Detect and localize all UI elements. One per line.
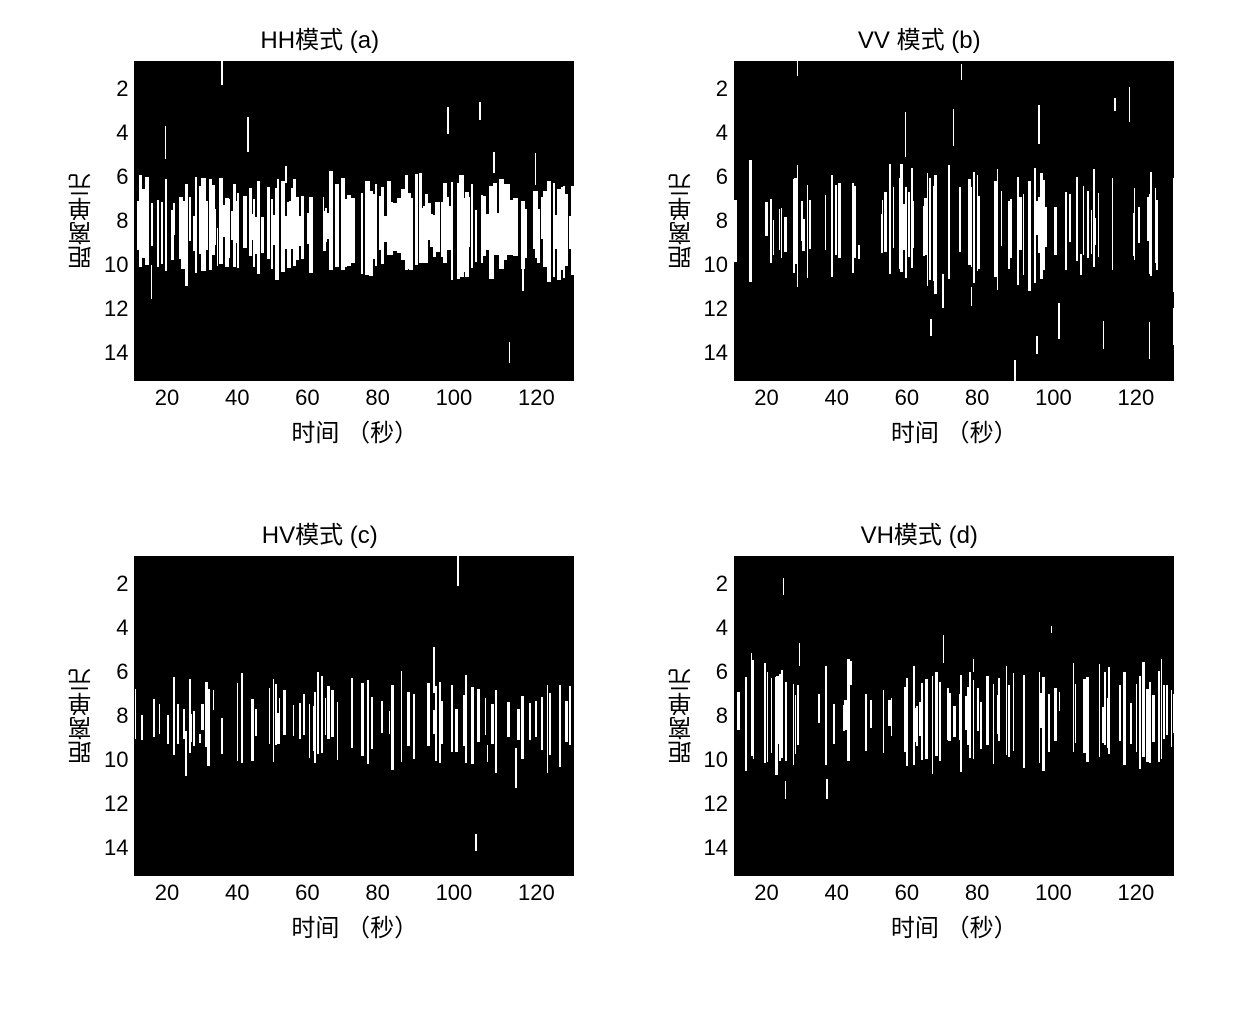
- plot-area: [734, 556, 1174, 876]
- x-tick: 20: [754, 880, 778, 906]
- x-tick: 20: [754, 385, 778, 411]
- y-axis-label: 距离单元: [65, 668, 100, 764]
- x-tick: 40: [225, 385, 249, 411]
- subplot-b: VV 模式 (b) 距离单元 2 4 6 8 10 12 14 20 40 60 80 100 120 时间 …: [620, 20, 1220, 515]
- y-tick: 14: [104, 835, 128, 861]
- x-tick: 80: [365, 880, 389, 906]
- x-axis-label: 时间 （秒）: [891, 908, 1018, 943]
- y-tick: 6: [716, 164, 728, 190]
- x-tick: 100: [1035, 880, 1072, 906]
- below-plot: 20 40 60 80 100 120 时间 （秒）: [754, 876, 1154, 943]
- below-plot: 20 40 60 80 100 120 时间 （秒）: [155, 381, 555, 448]
- x-ticks: 20 40 60 80 100 120: [754, 381, 1154, 411]
- x-ticks: 20 40 60 80 100 120: [155, 876, 555, 906]
- y-tick: 10: [104, 747, 128, 773]
- y-tick: 14: [104, 340, 128, 366]
- plot-row: 距离单元 2 4 6 8 10 12 14: [65, 61, 574, 381]
- subplot-title: HV模式 (c): [262, 515, 378, 550]
- plot-row: 距离单元 2 4 6 8 10 12 14: [665, 556, 1174, 876]
- x-axis-label: 时间 （秒）: [291, 413, 418, 448]
- y-tick: 2: [116, 76, 128, 102]
- y-axis-label: 距离单元: [65, 173, 100, 269]
- y-ticks: 2 4 6 8 10 12 14: [704, 76, 734, 366]
- x-tick: 60: [295, 385, 319, 411]
- y-tick: 4: [716, 615, 728, 641]
- x-tick: 60: [295, 880, 319, 906]
- x-tick: 60: [895, 880, 919, 906]
- y-tick: 6: [116, 659, 128, 685]
- x-tick: 100: [1035, 385, 1072, 411]
- y-tick: 4: [716, 120, 728, 146]
- x-tick: 120: [1118, 385, 1155, 411]
- y-tick: 4: [116, 120, 128, 146]
- y-tick: 8: [716, 703, 728, 729]
- subplot-title: VH模式 (d): [861, 515, 978, 550]
- x-tick: 40: [225, 880, 249, 906]
- y-tick: 2: [716, 76, 728, 102]
- subplot-title: VV 模式 (b): [858, 20, 981, 55]
- y-tick: 2: [116, 571, 128, 597]
- below-plot: 20 40 60 80 100 120 时间 （秒）: [754, 381, 1154, 448]
- x-tick: 40: [824, 880, 848, 906]
- x-tick: 120: [518, 880, 555, 906]
- plot-row: 距离单元 2 4 6 8 10 12 14: [65, 556, 574, 876]
- plot-area: [734, 61, 1174, 381]
- y-tick: 6: [716, 659, 728, 685]
- x-ticks: 20 40 60 80 100 120: [754, 876, 1154, 906]
- x-tick: 120: [1118, 880, 1155, 906]
- y-tick: 6: [116, 164, 128, 190]
- x-tick: 40: [824, 385, 848, 411]
- y-axis-label: 距离单元: [665, 173, 700, 269]
- x-tick: 80: [365, 385, 389, 411]
- y-tick: 4: [116, 615, 128, 641]
- x-tick: 20: [155, 880, 179, 906]
- subplot-a: HH模式 (a) 距离单元 2 4 6 8 10 12 14 20 40 60 80 100 120 时间 （…: [20, 20, 620, 515]
- y-tick: 12: [104, 296, 128, 322]
- y-tick: 10: [704, 747, 728, 773]
- plot-area: [134, 556, 574, 876]
- y-tick: 12: [704, 791, 728, 817]
- y-axis-label: 距离单元: [665, 668, 700, 764]
- x-tick: 100: [436, 880, 473, 906]
- y-ticks: 2 4 6 8 10 12 14: [104, 76, 134, 366]
- y-ticks: 2 4 6 8 10 12 14: [704, 571, 734, 861]
- x-axis-label: 时间 （秒）: [291, 908, 418, 943]
- y-tick: 8: [116, 703, 128, 729]
- y-ticks: 2 4 6 8 10 12 14: [104, 571, 134, 861]
- x-tick: 100: [436, 385, 473, 411]
- y-tick: 12: [104, 791, 128, 817]
- y-tick: 2: [716, 571, 728, 597]
- subplot-title: HH模式 (a): [260, 20, 379, 55]
- x-tick: 60: [895, 385, 919, 411]
- plot-area: [134, 61, 574, 381]
- y-tick: 10: [704, 252, 728, 278]
- x-tick: 80: [965, 880, 989, 906]
- subplot-d: VH模式 (d) 距离单元 2 4 6 8 10 12 14 20 40 60 80 100 120 时间 （…: [620, 515, 1220, 1010]
- y-tick: 12: [704, 296, 728, 322]
- below-plot: 20 40 60 80 100 120 时间 （秒）: [155, 876, 555, 943]
- y-tick: 8: [716, 208, 728, 234]
- y-tick: 14: [704, 835, 728, 861]
- y-tick: 10: [104, 252, 128, 278]
- x-ticks: 20 40 60 80 100 120: [155, 381, 555, 411]
- x-tick: 120: [518, 385, 555, 411]
- x-tick: 20: [155, 385, 179, 411]
- y-tick: 8: [116, 208, 128, 234]
- plot-row: 距离单元 2 4 6 8 10 12 14: [665, 61, 1174, 381]
- figure-grid: HH模式 (a) 距离单元 2 4 6 8 10 12 14 20 40 60 80 100 120 时间 （…: [20, 20, 1219, 1010]
- y-tick: 14: [704, 340, 728, 366]
- subplot-c: HV模式 (c) 距离单元 2 4 6 8 10 12 14 20 40 60 80 100 120 时间 （…: [20, 515, 620, 1010]
- x-tick: 80: [965, 385, 989, 411]
- x-axis-label: 时间 （秒）: [891, 413, 1018, 448]
